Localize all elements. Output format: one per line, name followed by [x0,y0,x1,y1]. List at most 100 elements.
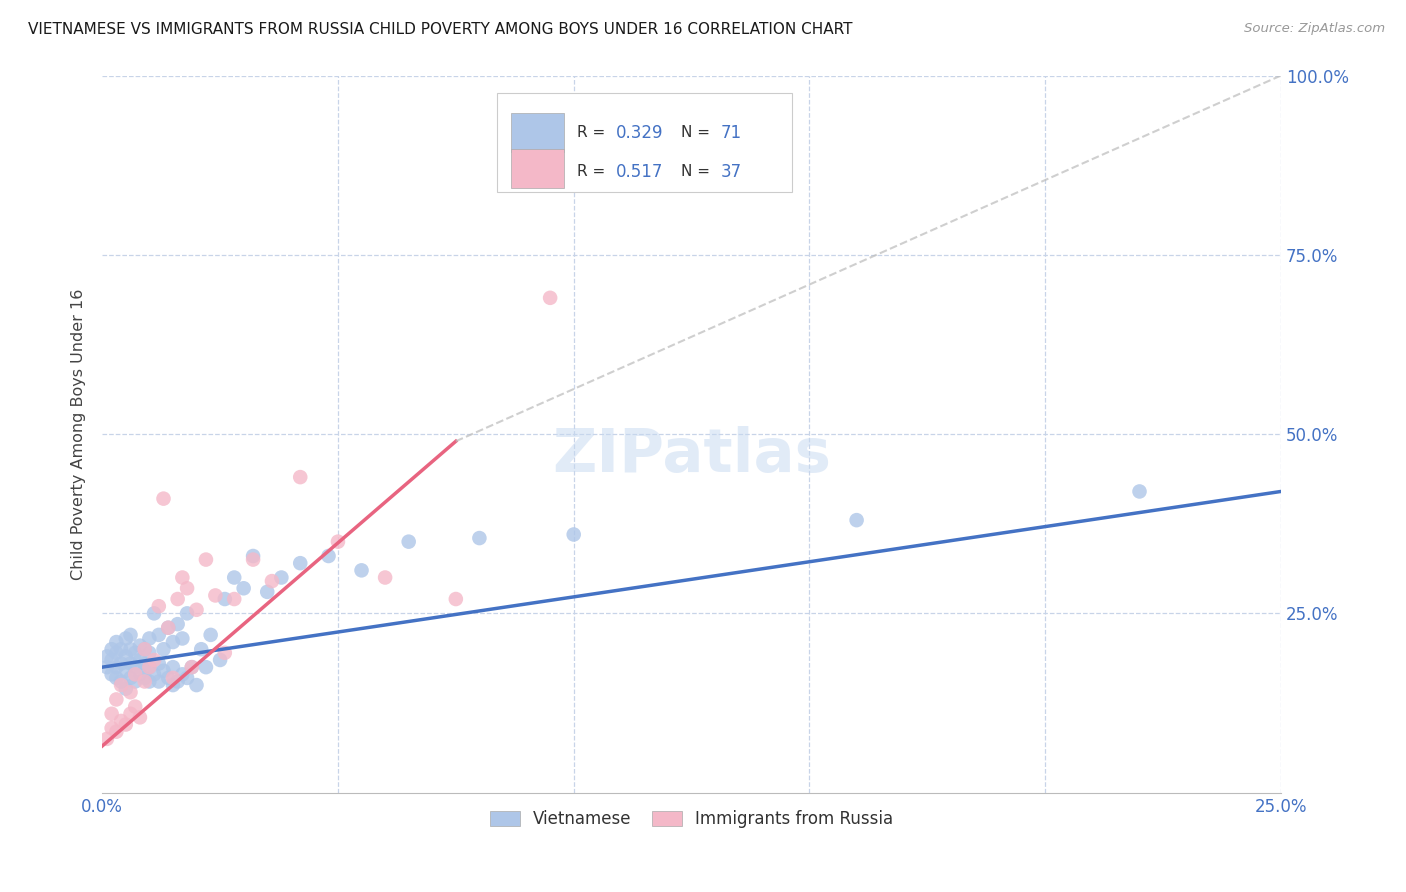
Point [110,674,132,689]
Point [120,706,142,721]
Point [134,674,156,689]
Point [290,470,312,484]
FancyBboxPatch shape [512,112,564,153]
Point [157,621,180,635]
Point [114,664,136,678]
Point [100,653,122,667]
Point [157,621,180,635]
Text: R =: R = [578,164,610,179]
Point [204,589,226,603]
Point [214,646,236,660]
Point [110,714,132,728]
Point [114,681,136,696]
Text: 0.517: 0.517 [616,162,664,180]
Point [138,632,160,646]
Point [105,635,128,649]
Point [143,667,166,681]
Point [350,563,373,577]
Point [157,671,180,685]
Point [260,574,283,588]
Text: VIETNAMESE VS IMMIGRANTS FROM RUSSIA CHILD POVERTY AMONG BOYS UNDER 16 CORRELATI: VIETNAMESE VS IMMIGRANTS FROM RUSSIA CHI… [28,22,852,37]
Point [100,642,122,657]
Point [134,657,156,671]
Point [232,581,254,595]
Point [152,642,174,657]
Point [100,721,122,735]
Point [172,570,194,584]
Point [1128,484,1150,499]
Point [166,617,188,632]
Text: 37: 37 [721,162,742,180]
Point [398,534,420,549]
Point [214,592,236,607]
Point [242,552,264,566]
Point [120,657,142,671]
Point [114,632,136,646]
Point [194,552,217,566]
Point [194,660,217,674]
Point [148,628,170,642]
Point [96,660,118,674]
Point [180,660,202,674]
Point [374,570,396,584]
Point [290,556,312,570]
FancyBboxPatch shape [498,94,792,192]
Legend: Vietnamese, Immigrants from Russia: Vietnamese, Immigrants from Russia [484,803,900,835]
Point [270,570,292,584]
Point [172,632,194,646]
Point [96,649,118,664]
Point [105,660,128,674]
Point [134,642,156,657]
Y-axis label: Child Poverty Among Boys Under 16: Child Poverty Among Boys Under 16 [72,288,86,580]
Point [148,674,170,689]
Point [138,660,160,674]
Text: N =: N = [681,126,714,140]
Point [124,674,146,689]
Point [190,642,212,657]
Point [134,642,156,657]
Point [138,660,160,674]
Point [180,660,202,674]
Point [256,585,278,599]
Point [129,667,152,681]
Point [105,724,128,739]
Point [152,664,174,678]
Point [200,628,222,642]
Point [162,635,184,649]
Point [114,717,136,731]
Point [100,667,122,681]
Point [120,685,142,699]
Point [120,671,142,685]
Point [120,642,142,657]
Point [224,570,246,584]
Point [148,599,170,614]
Point [110,642,132,657]
Point [162,678,184,692]
Point [242,549,264,563]
Point [166,592,188,607]
Point [143,607,166,621]
Point [845,513,868,527]
Text: 71: 71 [721,124,742,142]
Point [124,646,146,660]
Point [176,671,198,685]
FancyBboxPatch shape [512,149,564,188]
Point [96,731,118,746]
Point [318,549,340,563]
Point [224,592,246,607]
Point [176,581,198,595]
Point [124,660,146,674]
Point [166,674,188,689]
Point [124,699,146,714]
Point [120,628,142,642]
Point [100,706,122,721]
Point [562,527,585,541]
Point [176,607,198,621]
Point [152,491,174,506]
Point [162,660,184,674]
Point [134,671,156,685]
Point [186,603,208,617]
Point [444,592,467,607]
Point [468,531,491,545]
Point [124,667,146,681]
